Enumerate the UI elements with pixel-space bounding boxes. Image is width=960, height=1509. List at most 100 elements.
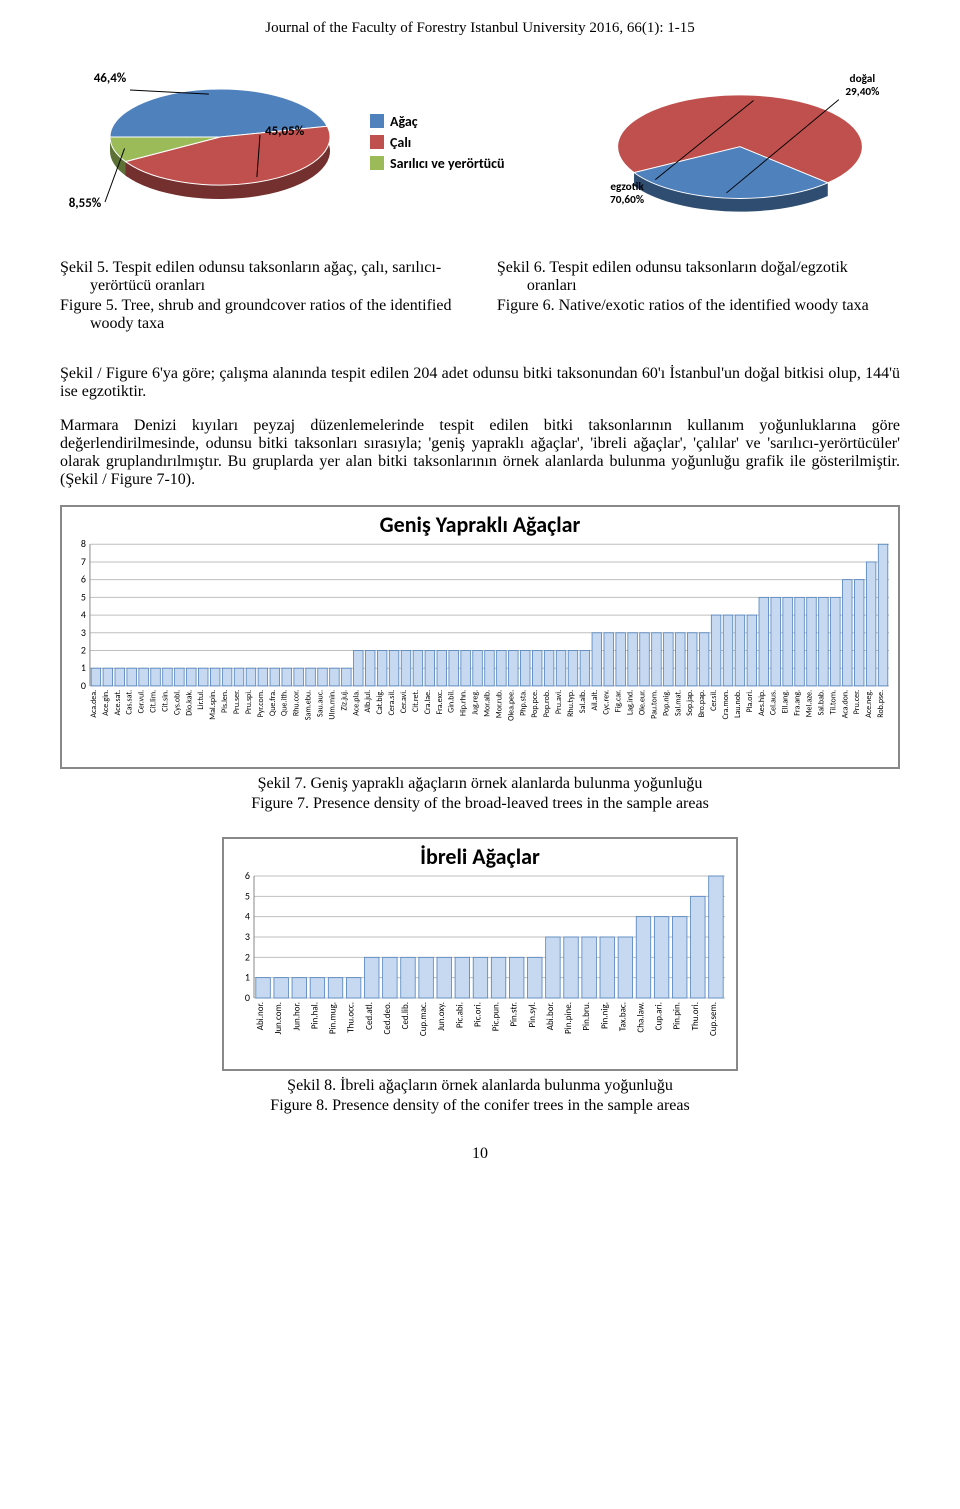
svg-text:Lag.ind.: Lag.ind. — [626, 690, 636, 715]
svg-text:Dio.kak.: Dio.kak. — [184, 690, 194, 716]
page-number: 10 — [60, 1145, 900, 1163]
svg-text:Jug.reg.: Jug.reg. — [471, 690, 481, 715]
svg-text:Fra.exc.: Fra.exc. — [435, 690, 445, 715]
svg-text:8,55%: 8,55% — [69, 196, 102, 211]
pie-row: 46,4% 45,05% 8,55% Ağaç Çalı Sarılıcı ve yer… — [60, 57, 900, 227]
caption-6-tr: Şekil 6. Tespit edilen odunsu taksonları… — [527, 259, 900, 295]
caption-6: Şekil 6. Tespit edilen odunsu taksonları… — [497, 257, 900, 335]
svg-text:2: 2 — [81, 644, 86, 656]
running-head: Journal of the Faculty of Forestry Istan… — [60, 20, 900, 37]
svg-text:Mor.alb.: Mor.alb. — [482, 690, 492, 717]
caption-row-5-6: Şekil 5. Tespit edilen odunsu taksonları… — [60, 257, 900, 335]
svg-text:Mor.rub.: Mor.rub. — [494, 690, 504, 718]
svg-text:Bro.pap.: Bro.pap. — [697, 690, 707, 717]
svg-text:Pic.pun.: Pic.pun. — [491, 1002, 502, 1031]
svg-text:1: 1 — [81, 662, 86, 674]
legend-5: Ağaç Çalı Sarılıcı ve yerörtücü — [370, 109, 505, 176]
svg-text:4: 4 — [81, 609, 86, 621]
svg-text:8: 8 — [81, 538, 86, 550]
svg-text:6: 6 — [81, 574, 86, 586]
svg-text:Pru.spi.: Pru.spi. — [244, 690, 254, 714]
svg-text:Aca.dea.: Aca.dea. — [89, 690, 99, 718]
svg-text:Pau.tom.: Pau.tom. — [649, 690, 659, 719]
legend-label: Çalı — [390, 134, 411, 151]
svg-text:Pis.len.: Pis.len. — [220, 690, 230, 713]
svg-text:Sam.ebu.: Sam.ebu. — [304, 690, 314, 720]
caption-5: Şekil 5. Tespit edilen odunsu taksonları… — [60, 257, 463, 335]
svg-text:Cas.sat.: Cas.sat. — [125, 690, 135, 715]
svg-text:46,4%: 46,4% — [94, 71, 127, 86]
chart-7-box: Geniş Yapraklı Ağaçlar 012345678Aca.dea.… — [60, 505, 900, 769]
svg-text:Pin.nig.: Pin.nig. — [599, 1002, 610, 1029]
svg-text:Rhu.typ.: Rhu.typ. — [566, 690, 576, 717]
svg-text:Ole.eur.: Ole.eur. — [638, 690, 648, 715]
svg-text:Mel.aze.: Mel.aze. — [804, 690, 814, 717]
legend-swatch — [370, 135, 384, 149]
svg-text:Abi.bor.: Abi.bor. — [545, 1002, 556, 1030]
legend-swatch — [370, 156, 384, 170]
svg-text:Cha.law.: Cha.law. — [635, 1002, 646, 1033]
svg-text:29,40%: 29,40% — [845, 85, 879, 99]
svg-text:5: 5 — [81, 591, 86, 603]
svg-text:Sal.mat.: Sal.mat. — [673, 690, 683, 716]
svg-text:Pop.rob.: Pop.rob. — [542, 690, 552, 717]
svg-text:Pin.syl.: Pin.syl. — [527, 1002, 538, 1027]
paragraph-1: Şekil / Figure 6'ya göre; çalışma alanın… — [60, 365, 900, 401]
svg-text:Ulm.min.: Ulm.min. — [327, 690, 337, 720]
svg-text:Lau.nob.: Lau.nob. — [733, 690, 743, 718]
svg-text:Cer.sil.: Cer.sil. — [709, 690, 719, 711]
svg-text:Pru.ser.: Pru.ser. — [232, 690, 242, 714]
svg-text:Aca.don.: Aca.don. — [840, 690, 850, 718]
svg-text:Cit.ret.: Cit.ret. — [411, 690, 421, 712]
svg-text:45,05%: 45,05% — [265, 124, 305, 139]
legend-item: Ağaç — [370, 113, 505, 130]
svg-text:3: 3 — [245, 930, 250, 943]
svg-text:Mal.spin.: Mal.spin. — [208, 690, 218, 720]
svg-text:Tax.bac.: Tax.bac. — [617, 1002, 628, 1031]
svg-text:Pyr.com.: Pyr.com. — [256, 690, 266, 718]
svg-text:Cera.sil.: Cera.sil. — [387, 690, 397, 715]
svg-text:Jun.com.: Jun.com. — [273, 1002, 284, 1035]
paragraph-2: Marmara Denizi kıyıları peyzaj düzenleme… — [60, 417, 900, 489]
chart-7-title: Geniş Yapraklı Ağaçlar — [66, 511, 894, 538]
svg-text:Pin.bru.: Pin.bru. — [581, 1002, 592, 1031]
svg-text:Sop.jap.: Sop.jap. — [685, 690, 695, 716]
svg-text:Thu.occ.: Thu.occ. — [346, 1002, 357, 1033]
svg-text:Gin.bil.: Gin.bil. — [447, 690, 457, 713]
svg-text:Que.ith.: Que.ith. — [280, 690, 290, 716]
legend-item: Sarılıcı ve yerörtücü — [370, 155, 505, 172]
svg-text:Cer.vul.: Cer.vul. — [137, 690, 147, 714]
svg-text:Pin.mug.: Pin.mug. — [328, 1002, 339, 1034]
caption-8-en: Figure 8. Presence density of the conife… — [60, 1097, 900, 1115]
svg-text:Fig.car.: Fig.car. — [614, 690, 624, 712]
svg-text:Cup.sem.: Cup.sem. — [708, 1002, 719, 1036]
svg-text:Cyc.rev.: Cyc.rev. — [602, 690, 612, 715]
svg-text:Sau.auc.: Sau.auc. — [316, 690, 326, 717]
svg-text:Thu.ori.: Thu.ori. — [690, 1002, 701, 1030]
svg-text:Ziz.juj.: Ziz.juj. — [339, 690, 349, 711]
caption-5-en: Figure 5. Tree, shrub and groundcover ra… — [90, 297, 463, 333]
svg-text:Ace.gin.: Ace.gin. — [101, 690, 111, 716]
svg-text:Olea.pee.: Olea.pee. — [506, 690, 516, 721]
svg-text:Pin.pine.: Pin.pine. — [563, 1002, 574, 1034]
svg-text:6: 6 — [245, 870, 250, 882]
svg-text:Que.fra.: Que.fra. — [268, 690, 278, 716]
svg-text:Ail.alt.: Ail.alt. — [590, 690, 600, 711]
pie-chart-6: egzotik70,60%doğal29,40% — [580, 57, 900, 227]
legend-item: Çalı — [370, 134, 505, 151]
svg-text:Hip.rhn.: Hip.rhn. — [459, 690, 469, 716]
svg-text:Pop.pce.: Pop.pce. — [530, 690, 540, 718]
svg-text:Fra.ang.: Fra.ang. — [793, 690, 803, 716]
svg-text:Rhu.cor.: Rhu.cor. — [292, 690, 302, 716]
svg-text:5: 5 — [245, 889, 250, 902]
svg-text:Ell.ang.: Ell.ang. — [781, 690, 791, 713]
svg-text:Pop.nig.: Pop.nig. — [661, 690, 671, 716]
svg-text:Ace.neg.: Ace.neg. — [864, 690, 874, 718]
svg-text:Cit.sin.: Cit.sin. — [160, 690, 170, 712]
svg-text:Php.sta.: Php.sta. — [518, 690, 528, 716]
svg-text:Ace.pla.: Ace.pla. — [351, 690, 361, 716]
legend-label: Ağaç — [390, 113, 418, 130]
svg-text:Aes.hip.: Aes.hip. — [757, 690, 767, 716]
svg-text:Alb.jul.: Alb.jul. — [363, 690, 373, 713]
svg-text:7: 7 — [81, 556, 86, 568]
